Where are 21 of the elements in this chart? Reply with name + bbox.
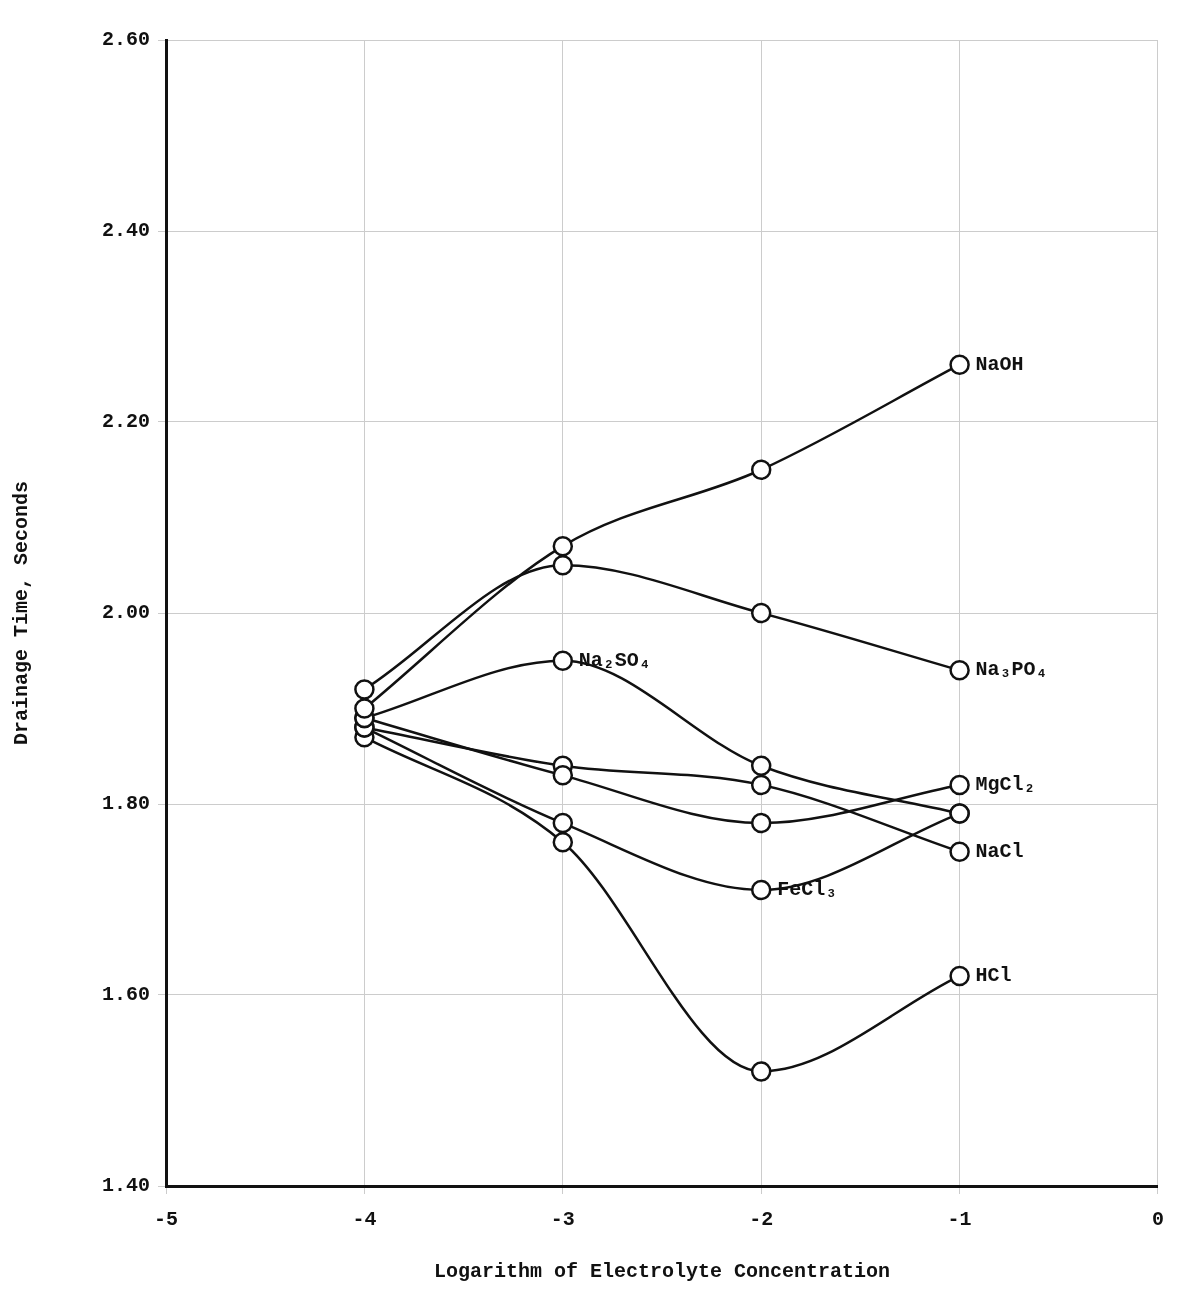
- annotation: NaOH: [975, 352, 1024, 376]
- y-tick-label: 2.20: [101, 410, 151, 434]
- x-tick-label: 0: [1151, 1208, 1165, 1232]
- x-tick-label: -2: [749, 1208, 774, 1232]
- annotation: MgCl₂: [975, 772, 1036, 796]
- y-tick-label: 2.60: [101, 28, 151, 52]
- y-tick-label: 1.80: [101, 792, 151, 816]
- annotation: Na₃PO₄: [975, 658, 1048, 682]
- x-tick-label: -5: [154, 1208, 179, 1232]
- y-tick-label: 2.00: [101, 601, 151, 625]
- x-tick-label: -1: [947, 1208, 972, 1232]
- annotation: Na₂SO₄: [578, 648, 651, 672]
- annotation: NaCl: [975, 839, 1024, 863]
- x-axis-title: Logarithm of Electrolyte Concentration: [433, 1260, 891, 1284]
- x-tick-label: -4: [352, 1208, 377, 1232]
- x-tick-label: -3: [550, 1208, 575, 1232]
- y-tick-label: 1.40: [101, 1174, 151, 1198]
- y-axis-title: Drainage Time, Seconds: [10, 480, 34, 746]
- annotation: HCl: [975, 963, 1012, 987]
- y-tick-label: 2.40: [101, 219, 151, 243]
- y-tick-label: 1.60: [101, 983, 151, 1007]
